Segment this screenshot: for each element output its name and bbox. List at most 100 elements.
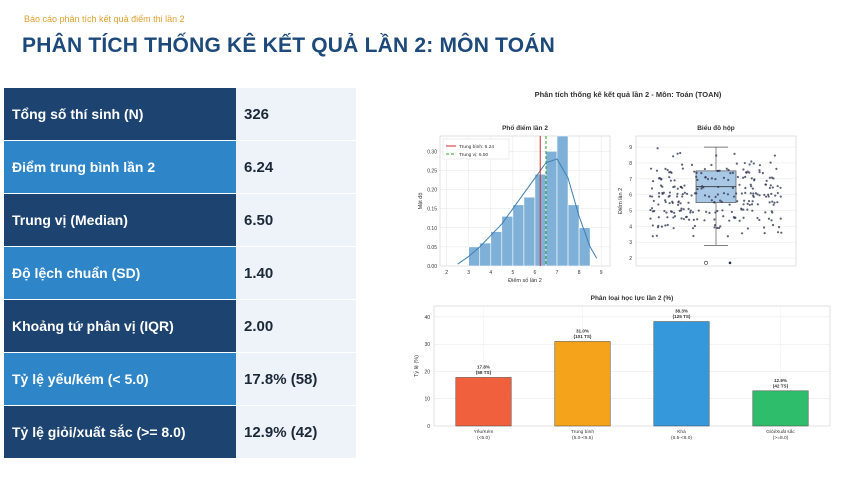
strip-point bbox=[722, 176, 726, 179]
histogram-bar bbox=[501, 215, 514, 267]
classification-xtick: (5.0-<6.5) bbox=[572, 435, 593, 441]
strip-point bbox=[763, 193, 766, 196]
strip-point bbox=[776, 201, 779, 204]
strip-point bbox=[679, 202, 682, 205]
stat-label: Điểm trung bình lần 2 bbox=[4, 141, 236, 193]
strip-point bbox=[736, 175, 739, 179]
strip-point bbox=[742, 203, 745, 206]
strip-point bbox=[649, 208, 652, 212]
histogram-ytick: 0.05 bbox=[427, 245, 437, 251]
strip-point bbox=[773, 201, 776, 204]
strip-point bbox=[769, 184, 772, 187]
strip-point bbox=[663, 209, 666, 213]
strip-point bbox=[751, 209, 754, 212]
strip-point bbox=[691, 211, 695, 214]
strip-point bbox=[752, 162, 755, 165]
strip-point bbox=[660, 225, 664, 228]
strip-point bbox=[659, 184, 663, 187]
histogram-bar bbox=[556, 135, 569, 267]
strip-point bbox=[758, 169, 761, 172]
histogram-xtick: 4 bbox=[489, 270, 492, 276]
strip-point bbox=[676, 195, 679, 198]
strip-point bbox=[681, 192, 684, 196]
classification-xtick: Khá bbox=[677, 429, 686, 435]
strip-point bbox=[650, 195, 654, 198]
strip-point bbox=[714, 195, 717, 198]
strip-point bbox=[677, 200, 680, 203]
strip-point bbox=[713, 226, 716, 229]
boxplot-ytick: 6 bbox=[629, 193, 632, 199]
strip-point bbox=[762, 226, 766, 229]
strip-point bbox=[727, 178, 730, 182]
strip-point bbox=[758, 171, 761, 174]
strip-point bbox=[685, 192, 689, 195]
legend-label: Trung vị: 6.50 bbox=[459, 152, 488, 158]
histogram-ytick: 0.20 bbox=[427, 188, 437, 194]
strip-point bbox=[696, 187, 699, 191]
strip-point bbox=[738, 219, 741, 222]
classification-xtick: Yếu/Kém bbox=[474, 429, 494, 435]
strip-point bbox=[692, 218, 695, 221]
strip-point bbox=[687, 218, 691, 221]
figure-suptitle: Phân tích thống kê kết quả lần 2 - Môn: … bbox=[534, 90, 722, 99]
strip-point bbox=[700, 171, 703, 175]
strip-point bbox=[680, 217, 683, 220]
strip-point bbox=[768, 201, 771, 204]
boxplot-ytick: 9 bbox=[629, 145, 632, 151]
strip-point bbox=[703, 194, 707, 197]
histogram-xlabel: Điểm số lần 2 bbox=[508, 277, 542, 284]
strip-point bbox=[713, 218, 716, 221]
stat-row-iqr: Khoảng tứ phân vị (IQR) 2.00 bbox=[4, 300, 356, 353]
strip-point bbox=[718, 169, 721, 172]
strip-point bbox=[703, 219, 706, 222]
strip-point bbox=[761, 172, 764, 175]
stat-label: Tổng số thí sinh (N) bbox=[4, 88, 236, 140]
stat-value: 12.9% (42) bbox=[236, 406, 356, 458]
histogram-ytick: 0.30 bbox=[427, 149, 437, 155]
strip-point bbox=[696, 218, 699, 221]
strip-point bbox=[681, 195, 684, 198]
strip-point bbox=[753, 179, 756, 182]
strip-point bbox=[740, 232, 744, 235]
stat-value: 6.24 bbox=[236, 141, 356, 193]
strip-point bbox=[730, 210, 733, 214]
bar-data-label: (42 TS) bbox=[773, 383, 789, 388]
histogram-bar bbox=[567, 204, 580, 267]
strip-point bbox=[697, 209, 700, 212]
strip-point bbox=[714, 211, 717, 214]
strip-point bbox=[676, 192, 679, 195]
strip-point bbox=[742, 208, 745, 211]
stat-row-count: Tổng số thí sinh (N) 326 bbox=[4, 88, 356, 141]
strip-point bbox=[655, 169, 659, 172]
strip-point bbox=[676, 203, 680, 206]
histogram-bar bbox=[578, 227, 591, 267]
strip-point bbox=[714, 177, 717, 181]
strip-point bbox=[671, 201, 674, 204]
stat-row-median: Trung vị (Median) 6.50 bbox=[4, 194, 356, 247]
strip-point bbox=[728, 219, 731, 222]
histogram-xtick: 6 bbox=[534, 270, 537, 276]
strip-point bbox=[738, 183, 741, 186]
strip-point bbox=[767, 193, 770, 196]
classification-bar bbox=[554, 341, 611, 427]
classification-bar bbox=[455, 377, 512, 427]
strip-point bbox=[664, 224, 667, 227]
boxplot-ytick: 7 bbox=[629, 177, 632, 183]
stat-value: 1.40 bbox=[236, 247, 356, 299]
strip-point bbox=[657, 192, 661, 195]
classification-ytick: 0 bbox=[427, 424, 430, 430]
boxplot-title: Biểu đồ hộp bbox=[697, 123, 735, 132]
strip-point bbox=[732, 216, 735, 219]
strip-point bbox=[743, 199, 746, 202]
strip-point bbox=[689, 209, 692, 212]
strip-point bbox=[775, 167, 778, 170]
classification-xtick: Trung bình bbox=[571, 429, 594, 435]
histogram-xtick: 2 bbox=[445, 270, 448, 276]
strip-point bbox=[704, 176, 707, 179]
classification-xtick: (>=8.0) bbox=[773, 435, 789, 441]
strip-point bbox=[763, 232, 766, 235]
strip-point bbox=[693, 170, 696, 173]
histogram-bar bbox=[479, 242, 492, 267]
strip-point bbox=[657, 177, 661, 180]
bar-data-label: 12.9% bbox=[774, 378, 787, 383]
